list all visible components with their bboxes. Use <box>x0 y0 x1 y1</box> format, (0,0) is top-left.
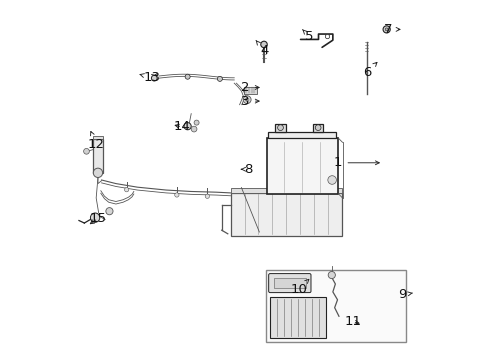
Circle shape <box>245 98 249 102</box>
Bar <box>274 278 306 288</box>
Text: 12: 12 <box>88 131 105 150</box>
Circle shape <box>261 41 267 48</box>
Circle shape <box>383 26 390 33</box>
Circle shape <box>84 148 89 154</box>
FancyBboxPatch shape <box>269 274 311 293</box>
Text: 6: 6 <box>363 62 377 79</box>
Circle shape <box>184 123 191 130</box>
Circle shape <box>243 96 251 104</box>
Text: 10: 10 <box>291 279 309 296</box>
Bar <box>275 124 286 132</box>
Circle shape <box>218 76 222 81</box>
Bar <box>231 193 342 235</box>
Text: 7: 7 <box>384 23 400 36</box>
Bar <box>93 136 103 139</box>
Text: 5: 5 <box>302 30 314 43</box>
Text: 11: 11 <box>344 315 361 328</box>
Text: 8: 8 <box>242 163 253 176</box>
Circle shape <box>315 125 321 131</box>
Circle shape <box>175 193 179 197</box>
Bar <box>270 297 326 338</box>
Text: 1: 1 <box>334 156 379 169</box>
Bar <box>327 180 337 193</box>
Circle shape <box>124 188 129 192</box>
Bar <box>313 124 323 132</box>
Circle shape <box>278 125 283 131</box>
Circle shape <box>185 74 190 79</box>
Bar <box>231 188 342 193</box>
Circle shape <box>205 194 210 198</box>
Circle shape <box>325 35 330 39</box>
Circle shape <box>91 213 100 222</box>
Circle shape <box>151 75 157 81</box>
Bar <box>244 87 257 94</box>
Circle shape <box>328 176 337 184</box>
Text: 14: 14 <box>174 121 191 134</box>
Text: 2: 2 <box>242 81 259 94</box>
Circle shape <box>191 126 197 132</box>
Bar <box>267 138 338 194</box>
Circle shape <box>385 28 388 31</box>
Circle shape <box>93 168 102 177</box>
Bar <box>269 132 337 138</box>
Circle shape <box>106 208 113 215</box>
Circle shape <box>194 120 199 125</box>
Bar <box>266 270 406 342</box>
Text: 4: 4 <box>256 40 269 57</box>
Text: 15: 15 <box>90 212 106 225</box>
Circle shape <box>328 271 335 279</box>
Bar <box>93 139 102 173</box>
Text: 13: 13 <box>140 71 160 84</box>
Text: 9: 9 <box>398 288 413 301</box>
Text: 3: 3 <box>242 95 259 108</box>
